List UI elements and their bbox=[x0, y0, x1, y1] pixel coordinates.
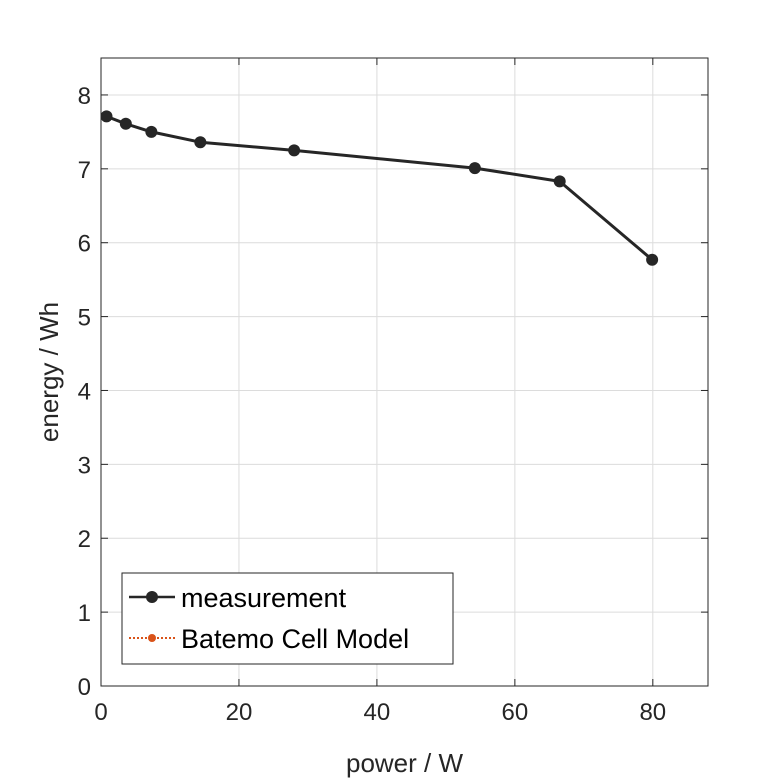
y-tick-label: 6 bbox=[78, 231, 91, 258]
y-tick-label: 4 bbox=[78, 378, 91, 405]
series-layer bbox=[100, 110, 659, 266]
y-tick-label: 0 bbox=[78, 674, 91, 701]
plot-frame bbox=[100, 57, 709, 687]
data-point bbox=[194, 136, 207, 149]
y-tick-label: 8 bbox=[78, 83, 91, 110]
x-tick-label: 40 bbox=[364, 699, 391, 726]
y-tick-label: 3 bbox=[78, 452, 91, 479]
legend-label-measurement: measurement bbox=[181, 583, 347, 613]
x-axis-label: power / W bbox=[346, 748, 463, 778]
legend-marker-measurement bbox=[146, 591, 158, 603]
legend-entry-batemo-cell-model: Batemo Cell Model bbox=[129, 624, 409, 654]
y-axis-label: energy / Wh bbox=[34, 302, 64, 442]
data-point bbox=[145, 125, 158, 138]
legend-marker-batemo-cell-model bbox=[148, 634, 156, 642]
legend-box bbox=[121, 572, 454, 665]
data-point bbox=[119, 117, 132, 130]
data-point bbox=[553, 175, 566, 188]
y-tick-label: 1 bbox=[78, 600, 91, 627]
legend: measurement Batemo Cell Model bbox=[121, 572, 454, 665]
data-point bbox=[100, 110, 113, 123]
x-tick-label: 20 bbox=[226, 699, 253, 726]
legend-entry-measurement: measurement bbox=[129, 583, 347, 613]
x-tick-label: 80 bbox=[639, 699, 666, 726]
data-point bbox=[646, 253, 659, 266]
x-tick-label: 0 bbox=[94, 699, 107, 726]
data-point bbox=[468, 162, 481, 175]
y-tick-label: 5 bbox=[78, 305, 91, 332]
y-tick-label: 7 bbox=[78, 157, 91, 184]
grid bbox=[100, 58, 708, 687]
x-tick-label: 60 bbox=[502, 699, 529, 726]
y-tick-label: 2 bbox=[78, 526, 91, 553]
ticks: 0 20 40 60 80 0 1 2 3 4 5 6 7 8 bbox=[78, 58, 708, 726]
legend-label-batemo-cell-model: Batemo Cell Model bbox=[181, 624, 409, 654]
data-point bbox=[288, 144, 301, 157]
